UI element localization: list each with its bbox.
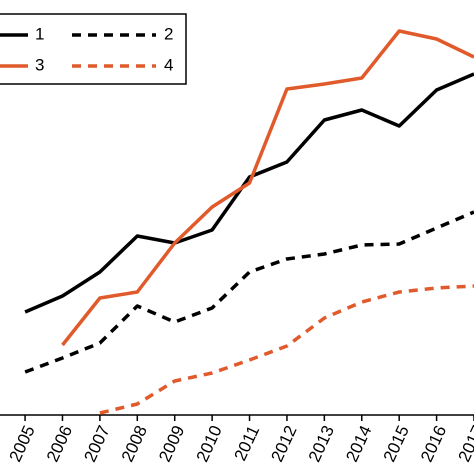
- series-line: [61, 29, 474, 347]
- legend: 1 2 3 4: [0, 13, 187, 85]
- x-tick-label: 2014: [342, 423, 375, 465]
- x-tick-label: 2013: [305, 423, 338, 465]
- x-tick-label: 2005: [6, 423, 39, 465]
- legend-label: 2: [164, 24, 173, 43]
- x-tick-label: 2010: [193, 423, 226, 465]
- x-tick-label: 2006: [43, 423, 76, 465]
- x-tick-label: 2008: [118, 423, 151, 465]
- x-tick-label: 2012: [267, 423, 300, 465]
- x-tick-label: 2007: [80, 423, 113, 465]
- x-tick-label: 2016: [417, 423, 450, 465]
- x-tick-label: 2017: [454, 423, 474, 465]
- series-line: [24, 210, 474, 374]
- legend-label: 3: [35, 55, 44, 74]
- x-tick-label: 2011: [231, 423, 264, 464]
- legend-box: [0, 13, 187, 85]
- series-line: [99, 284, 474, 415]
- series-line: [24, 72, 474, 314]
- x-tick-label: 2009: [155, 423, 188, 465]
- x-tick-label: 2015: [380, 423, 413, 465]
- legend-label: 4: [164, 55, 173, 74]
- legend-label: 1: [35, 24, 44, 43]
